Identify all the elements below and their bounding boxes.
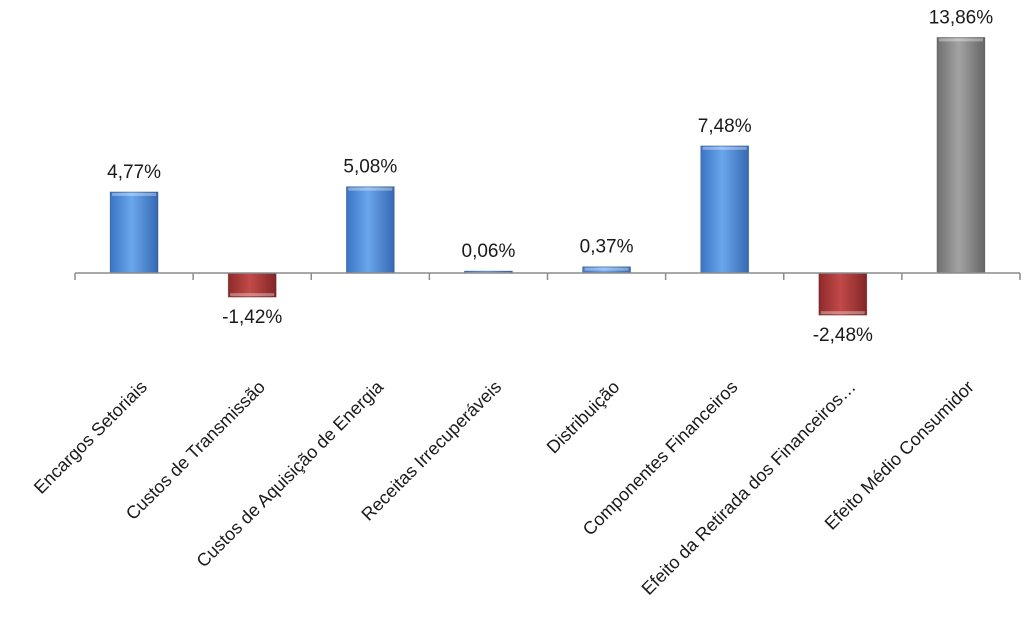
bars-layer: [109, 36, 986, 316]
bar: [700, 145, 750, 274]
bar-highlight: [584, 267, 629, 271]
data-labels-layer: 4,77% -1,42% 5,08% 0,06% 0,37% 7,48% -2,48% 13,…: [107, 7, 993, 346]
bar-highlight: [820, 311, 865, 315]
data-label: 0,06%: [462, 241, 516, 262]
bar-highlight: [230, 293, 275, 297]
data-label: 4,77%: [107, 162, 161, 183]
bar: [936, 36, 986, 274]
data-label: 7,48%: [698, 116, 752, 137]
data-label: -2,48%: [813, 325, 873, 346]
x-tick-label: Encargos Setoriais: [30, 377, 151, 498]
bar: [345, 186, 395, 274]
x-tick-label: Distribuição: [543, 377, 624, 458]
data-label: 5,08%: [343, 157, 397, 178]
bar: [818, 272, 868, 316]
bar: [109, 191, 159, 274]
x-tick-label: Custos de Aquisição de Energia: [193, 376, 388, 571]
x-axis: [74, 272, 1021, 280]
data-label: -1,42%: [222, 307, 282, 328]
bar-highlight: [702, 146, 747, 150]
bar: [227, 272, 277, 298]
bar-highlight: [348, 187, 393, 191]
data-label: 13,86%: [929, 7, 994, 28]
x-tick-label: Receitas Irrecuperáveis: [357, 377, 505, 525]
bar-highlight: [112, 192, 157, 196]
data-label: 0,37%: [580, 237, 634, 258]
x-tick-label: Efeito da Retirada dos Financeiros…: [637, 377, 859, 599]
bar-highlight: [938, 38, 983, 42]
